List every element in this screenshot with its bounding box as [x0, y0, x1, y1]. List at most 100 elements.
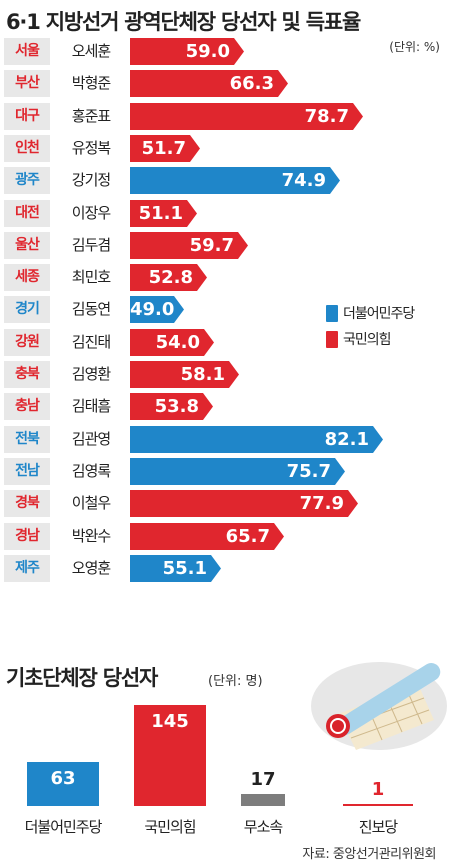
- bar-shape: [130, 135, 200, 162]
- vote-share-bar: [130, 555, 221, 582]
- winner-name: 홍준표: [71, 107, 111, 125]
- vote-share-bar: [130, 490, 358, 517]
- bar-shape: [130, 490, 358, 517]
- party-label: 진보당: [358, 818, 398, 836]
- region-label: 울산: [4, 232, 50, 259]
- vote-share-bar: [130, 329, 214, 356]
- vote-share-bar: [130, 135, 200, 162]
- region-label: 충북: [4, 361, 50, 388]
- vote-share-value: 77.9: [299, 493, 344, 514]
- vote-share-bar: [130, 232, 248, 259]
- bar-shape: [130, 103, 363, 130]
- winner-name: 오세훈: [71, 42, 111, 60]
- vote-share-value: 65.7: [225, 526, 270, 547]
- count-value: 63: [50, 768, 76, 789]
- vote-share-value: 51.7: [141, 138, 186, 159]
- chart2-title: 기초단체장 당선자: [6, 666, 158, 690]
- bar-shape: [130, 296, 184, 323]
- vote-share-value: 53.8: [154, 396, 199, 417]
- region-label: 대구: [4, 103, 50, 130]
- unit-label: (단위: %): [389, 40, 440, 54]
- party-label: 더불어민주당: [24, 818, 103, 836]
- bar-shape: [130, 167, 340, 194]
- bar-shape: [130, 200, 197, 227]
- winner-name: 김태흠: [71, 397, 111, 415]
- count-bar: [343, 804, 413, 806]
- region-label: 전북: [4, 426, 50, 453]
- vote-share-value: 59.7: [189, 235, 234, 256]
- bar-shape: [130, 361, 239, 388]
- ballot-paper: [338, 684, 434, 750]
- region-label: 경남: [4, 523, 50, 550]
- winner-name: 박완수: [71, 527, 111, 545]
- bar-shape: [130, 264, 207, 291]
- chart-title: 6·1 지방선거 광역단체장 당선자 및 득표율: [6, 10, 361, 34]
- bar-shape: [130, 426, 383, 453]
- count-value: 1: [371, 779, 385, 800]
- region-label: 세종: [4, 264, 50, 291]
- vote-share-value: 59.0: [185, 41, 230, 62]
- ballot-roll: [335, 662, 441, 736]
- region-label: 대전: [4, 200, 50, 227]
- winner-name: 최민호: [71, 268, 111, 286]
- region-label: 충남: [4, 393, 50, 420]
- bar-shape: [130, 329, 214, 356]
- bar-shape: [130, 523, 284, 550]
- legend-item-democratic: 더불어민주당: [326, 300, 444, 326]
- vote-share-value: 51.1: [138, 203, 183, 224]
- legend-label-ppp: 국민의힘: [343, 332, 392, 348]
- winner-name: 이장우: [71, 204, 111, 222]
- chart2-unit-label: (단위: 명): [208, 674, 263, 689]
- winner-name: 김관영: [71, 430, 111, 448]
- vote-share-bar: [130, 523, 284, 550]
- winner-name: 박형준: [71, 74, 111, 92]
- vote-share-value: 75.7: [286, 461, 331, 482]
- vote-share-bar: [130, 103, 363, 130]
- count-bar: [241, 794, 285, 806]
- source-note: 자료: 중앙선거관리위원회: [302, 847, 436, 862]
- vote-share-bar: [130, 296, 184, 323]
- region-label: 경북: [4, 490, 50, 517]
- vote-share-value: 54.0: [155, 332, 200, 353]
- winner-name: 이철우: [71, 494, 111, 512]
- stamp-mark: [330, 718, 346, 734]
- bar-shape: [130, 458, 345, 485]
- legend-swatch-ppp: [326, 330, 338, 348]
- region-label: 제주: [4, 555, 50, 582]
- region-label: 경기: [4, 296, 50, 323]
- count-bar: [27, 762, 99, 806]
- vote-share-bar: [130, 393, 213, 420]
- bar-shape: [130, 555, 221, 582]
- stamp-icon: [326, 714, 350, 738]
- region-label: 인천: [4, 135, 50, 162]
- count-value: 145: [151, 711, 189, 732]
- legend-label-democratic: 더불어민주당: [343, 306, 415, 322]
- bar-shape: [130, 38, 244, 65]
- ballot-illustration: [311, 662, 447, 750]
- winner-name: 김동연: [71, 300, 111, 318]
- vote-share-value: 82.1: [324, 429, 369, 450]
- region-label: 전남: [4, 458, 50, 485]
- vote-share-value: 49.0: [130, 299, 175, 320]
- vote-share-bar: [130, 70, 288, 97]
- legend: 더불어민주당 국민의힘: [326, 300, 444, 352]
- winner-name: 오영훈: [71, 559, 111, 577]
- vote-share-bar: [130, 200, 197, 227]
- vote-share-value: 66.3: [229, 73, 274, 94]
- vote-share-bar: [130, 361, 239, 388]
- vote-share-bar: [130, 426, 383, 453]
- vote-share-bar: [130, 167, 340, 194]
- vote-share-bar: [130, 264, 207, 291]
- bar-shape: [130, 393, 213, 420]
- winner-name: 김진태: [71, 333, 111, 351]
- party-label: 국민의힘: [144, 818, 196, 836]
- bar-shape: [130, 70, 288, 97]
- winner-name: 김두겸: [71, 236, 111, 254]
- count-bar: [134, 705, 206, 806]
- vote-share-bar: [130, 38, 244, 65]
- legend-item-ppp: 국민의힘: [326, 326, 444, 352]
- winner-name: 김영록: [71, 462, 111, 480]
- vote-share-value: 58.1: [180, 364, 225, 385]
- bar-shape: [130, 232, 248, 259]
- region-label: 광주: [4, 167, 50, 194]
